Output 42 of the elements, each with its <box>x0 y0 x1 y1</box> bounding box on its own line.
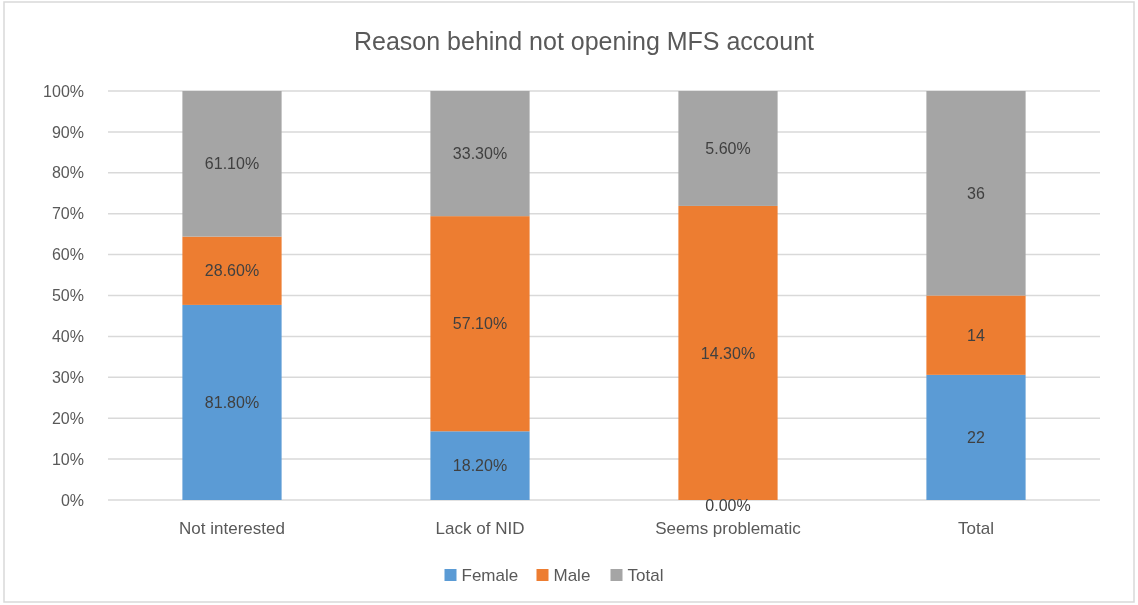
bar <box>678 91 778 206</box>
legend-label: Female <box>461 565 519 585</box>
bar <box>926 91 1026 296</box>
annotation: 14.30% <box>700 344 756 362</box>
annotation: 22 <box>967 429 985 447</box>
annotation: 36 <box>967 184 985 202</box>
x-tick-label: Not interested <box>179 518 285 538</box>
y-tick-label: 20% <box>51 409 84 427</box>
legend-label: Male <box>553 565 591 585</box>
annotation: 57.10% <box>452 315 508 333</box>
y-tick-label: 80% <box>51 164 84 182</box>
bar <box>926 374 1026 500</box>
bar <box>182 304 282 500</box>
legend-label: Total <box>627 565 664 585</box>
annotation: 18.20% <box>452 457 508 475</box>
annotation: 14 <box>967 326 985 344</box>
y-tick-label: 70% <box>51 205 84 223</box>
y-tick-label: 30% <box>51 368 84 386</box>
bar <box>430 216 530 432</box>
bar <box>678 205 778 500</box>
x-tick-label: Total <box>958 518 994 538</box>
annotation: 61.10% <box>204 155 260 173</box>
y-tick-label: 0% <box>60 491 84 509</box>
y-tick-label: 60% <box>51 246 84 264</box>
x-tick-label: Seems problematic <box>655 518 802 538</box>
y-tick-label: 10% <box>51 450 84 468</box>
y-tick-label: 40% <box>51 328 84 345</box>
y-tick-label: 100% <box>43 82 84 100</box>
annotation: 28.60% <box>204 262 260 280</box>
y-tick-label: 90% <box>51 123 84 141</box>
x-tick-label: Lack of NID <box>435 518 525 538</box>
bar <box>182 236 282 305</box>
bar <box>182 91 282 237</box>
bar <box>430 91 530 217</box>
annotation: 5.60% <box>705 140 751 158</box>
bar <box>430 431 530 500</box>
y-tick-label: 50% <box>51 287 84 305</box>
bar <box>926 295 1026 375</box>
annotation: 33.30% <box>452 145 508 163</box>
chart-title: Reason behind not opening MFS account <box>353 27 815 55</box>
annotation: 0.00% <box>705 496 751 514</box>
annotation: 81.80% <box>204 394 260 412</box>
